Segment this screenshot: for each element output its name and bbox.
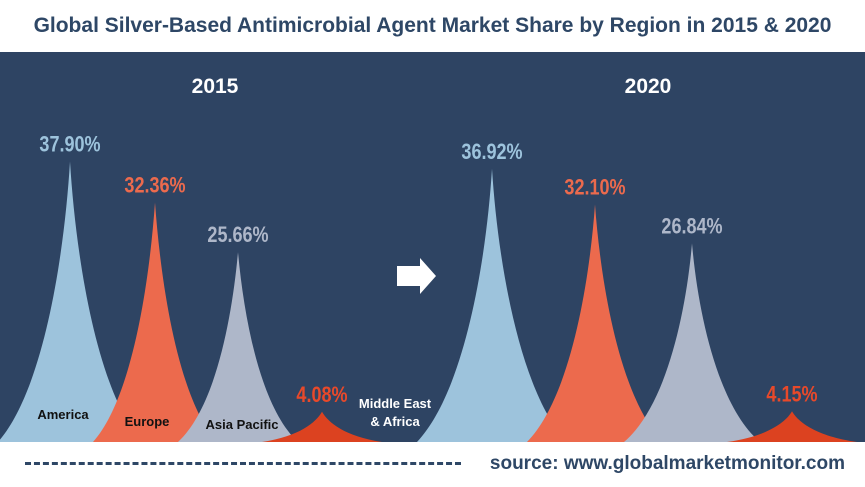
year-label-2015: 2015 bbox=[192, 75, 239, 98]
value-label-2015-middle-east-africa: 4.08% bbox=[296, 383, 347, 407]
spike-2020-middle-east-africa bbox=[727, 411, 857, 442]
value-label-2020-middle-east-africa: 4.15% bbox=[766, 383, 817, 407]
category-label-america: America bbox=[37, 407, 89, 422]
value-label-2015-asia-pacific: 25.66% bbox=[207, 224, 268, 248]
category-label-europe: Europe bbox=[125, 414, 170, 429]
value-label-2020-asia-pacific: 26.84% bbox=[661, 215, 722, 239]
spike-2020-europe bbox=[527, 204, 663, 442]
spike-2020-asia-pacific bbox=[624, 243, 760, 442]
dashed-divider bbox=[25, 446, 461, 480]
value-label-2015-europe: 32.36% bbox=[124, 174, 185, 198]
chart-panel: 2015 37.90% 32.36% 25.66% 4.08% 2020 36.92% 32.… bbox=[0, 52, 865, 442]
year-label-2020: 2020 bbox=[625, 75, 672, 98]
category-label-asia-pacific: Asia Pacific bbox=[206, 417, 279, 432]
footer: source: www.globalmarketmonitor.com bbox=[0, 442, 865, 487]
source-text: source: www.globalmarketmonitor.com bbox=[489, 453, 845, 474]
chart-svg: 2015 37.90% 32.36% 25.66% 4.08% 2020 36.92% 32.… bbox=[0, 75, 857, 442]
value-label-2015-america: 37.90% bbox=[39, 133, 100, 157]
spike-2015-middle-east-africa bbox=[262, 411, 382, 442]
value-label-2020-europe: 32.10% bbox=[564, 176, 625, 200]
spike-2015-europe bbox=[93, 202, 217, 442]
value-label-2020-america: 36.92% bbox=[461, 140, 522, 164]
spike-2015-america bbox=[0, 161, 142, 442]
spike-2020-america bbox=[417, 168, 567, 442]
chart-title: Global Silver-Based Antimicrobial Agent … bbox=[0, 0, 865, 52]
spike-2015-asia-pacific bbox=[178, 252, 298, 442]
right-arrow-icon bbox=[397, 258, 436, 294]
category-label-middle-east-africa: Middle East & Africa bbox=[359, 396, 432, 429]
